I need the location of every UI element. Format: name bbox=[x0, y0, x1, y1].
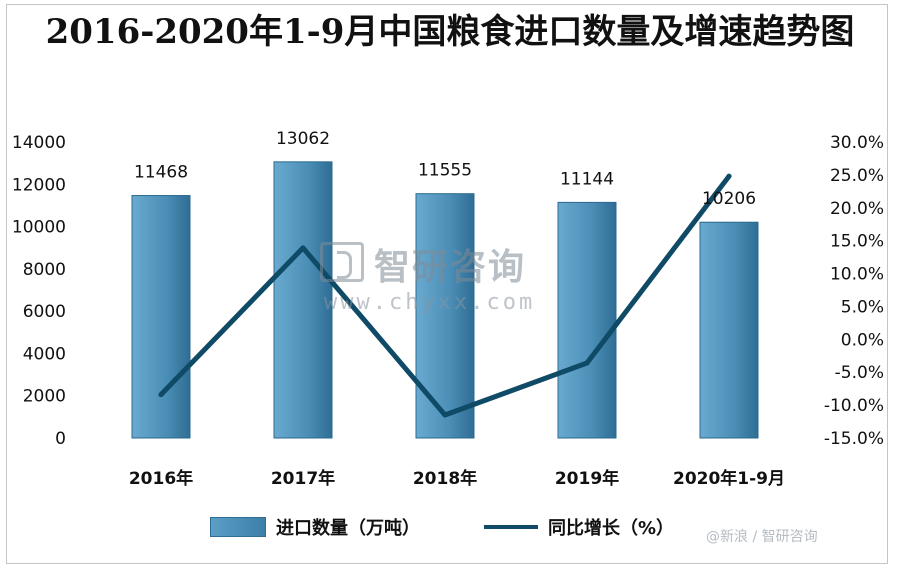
bar-value-label: 13062 bbox=[276, 129, 330, 149]
bar-value-label: 10206 bbox=[702, 189, 756, 209]
growth-point bbox=[726, 173, 732, 179]
bar-value-label: 11555 bbox=[418, 161, 472, 181]
left-tick-label: 2000 bbox=[23, 387, 66, 407]
left-tick-label: 0 bbox=[55, 429, 66, 449]
growth-point bbox=[300, 245, 306, 251]
bar-series bbox=[131, 161, 759, 439]
legend-swatch-line bbox=[484, 525, 538, 529]
bar bbox=[699, 221, 759, 439]
right-axis-ticks: -15.0% -10.0% -5.0% 0.0% 5.0% 10.0% 15.0% 20.0%… bbox=[824, 133, 884, 449]
legend-label-line: 同比增长（%） bbox=[548, 518, 675, 539]
left-tick-label: 12000 bbox=[12, 175, 66, 195]
bar bbox=[415, 193, 475, 439]
bar-value-label: 11144 bbox=[560, 169, 614, 189]
left-tick-label: 6000 bbox=[23, 302, 66, 322]
left-tick-label: 14000 bbox=[12, 133, 66, 153]
legend-swatch-bar bbox=[210, 517, 266, 537]
bar bbox=[131, 195, 191, 439]
growth-point bbox=[442, 412, 448, 418]
right-tick-label: 10.0% bbox=[830, 265, 884, 285]
category-label: 2017年 bbox=[271, 468, 335, 489]
chart-title: 2016-2020年1-9月中国粮食进口数量及增速趋势图 bbox=[45, 12, 855, 52]
left-tick-label: 8000 bbox=[23, 260, 66, 280]
right-tick-label: -5.0% bbox=[835, 363, 884, 383]
left-tick-label: 4000 bbox=[23, 344, 66, 364]
bar bbox=[273, 161, 333, 439]
right-tick-label: 0.0% bbox=[841, 330, 884, 350]
category-label: 2016年 bbox=[129, 468, 193, 489]
source-watermark: @新浪 / 智研咨询 bbox=[706, 529, 818, 545]
legend: 进口数量（万吨） 同比增长（%） bbox=[0, 512, 900, 542]
legend-label-bar: 进口数量（万吨） bbox=[276, 518, 420, 539]
right-tick-label: 15.0% bbox=[830, 232, 884, 252]
right-tick-label: 5.0% bbox=[841, 297, 884, 317]
left-tick-label: 10000 bbox=[12, 218, 66, 238]
category-labels: 2016年 2017年 2018年 2019年 2020年1-9月 bbox=[129, 468, 785, 489]
category-label: 2018年 bbox=[413, 468, 477, 489]
bar-data-labels: 11468 13062 11555 11144 10206 bbox=[134, 129, 756, 209]
legend-item-line: 同比增长（%） bbox=[484, 512, 674, 542]
line-series bbox=[158, 173, 732, 418]
right-tick-label: 30.0% bbox=[830, 133, 884, 153]
category-label: 2019年 bbox=[555, 468, 619, 489]
right-tick-label: 20.0% bbox=[830, 199, 884, 219]
right-tick-label: -15.0% bbox=[824, 429, 884, 449]
right-tick-label: 25.0% bbox=[830, 166, 884, 186]
bar bbox=[557, 201, 617, 439]
right-tick-label: -10.0% bbox=[824, 396, 884, 416]
growth-point bbox=[584, 360, 590, 366]
legend-item-bar: 进口数量（万吨） bbox=[210, 512, 420, 542]
growth-point bbox=[158, 392, 164, 398]
bar-value-label: 11468 bbox=[134, 163, 188, 183]
category-label: 2020年1-9月 bbox=[673, 468, 785, 489]
left-axis-ticks: 0 2000 4000 6000 8000 10000 12000 14000 bbox=[12, 133, 66, 449]
